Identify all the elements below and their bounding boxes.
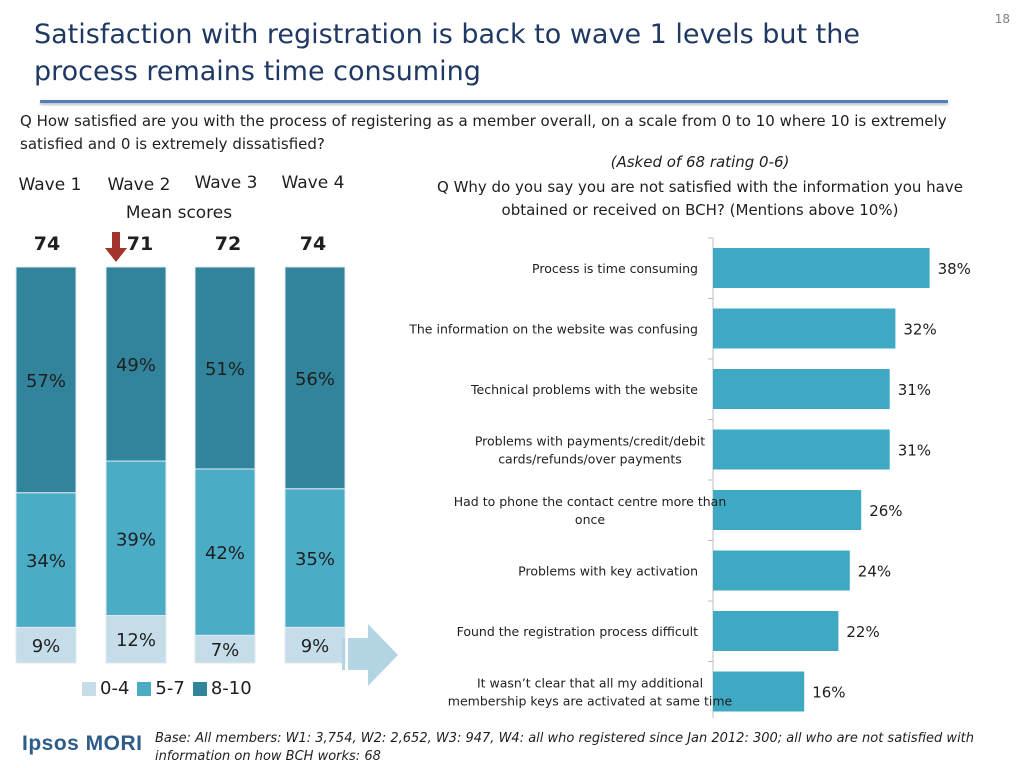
- reason-value-2: 32%: [903, 321, 936, 339]
- reason-value-4: 31%: [898, 442, 931, 460]
- stack-label-5-7-w2: 39%: [116, 529, 156, 550]
- mean-scores-label: Mean scores: [125, 203, 233, 223]
- legend: 0-4 5-7 8-10: [82, 678, 252, 699]
- stack-segment-5-7-w3: [194, 468, 256, 636]
- stack-segment-8-10-w3: [194, 266, 256, 470]
- mean-score-wave-3: 72: [214, 233, 242, 255]
- stack-segment-0-4-w3: [194, 634, 256, 664]
- legend-swatch-5-7: [137, 681, 152, 696]
- reason-label-2: The information on the website was confu…: [408, 322, 698, 337]
- stack-segment-5-7-w4: [284, 488, 346, 628]
- page-number: 18: [994, 12, 1010, 26]
- stack-segment-0-4-w2: [105, 614, 167, 664]
- right-arrow-icon: [342, 624, 398, 686]
- legend-label-0-4: 0-4: [100, 678, 130, 699]
- reason-bar-2: [713, 308, 896, 349]
- legend-swatch-0-4: [82, 681, 96, 696]
- wave-3-label: Wave 3: [194, 173, 258, 193]
- stack-label-0-4-w4: 9%: [301, 636, 330, 657]
- stack-label-0-4-w2: 12%: [116, 630, 156, 651]
- decrease-arrow-icon: [105, 232, 127, 262]
- mean-score-wave-4: 74: [299, 233, 327, 255]
- legend-item-0-4: 0-4: [82, 678, 129, 699]
- reason-bar-6: [713, 550, 850, 591]
- asked-note: (Asked of 68 rating 0-6): [610, 153, 790, 171]
- legend-swatch-8-10: [192, 681, 207, 696]
- stack-label-8-10-w2: 49%: [116, 355, 156, 376]
- stack-label-5-7-w3: 42%: [205, 543, 245, 564]
- reason-value-7: 22%: [846, 623, 879, 641]
- wave-2-label: Wave 2: [107, 175, 171, 195]
- reason-label-1: Process is time consuming: [532, 261, 698, 276]
- legend-label-8-10: 8-10: [210, 678, 252, 699]
- stack-segment-0-4-w1: [15, 626, 77, 664]
- stack-label-8-10-w4: 56%: [295, 369, 335, 390]
- wave-4-label: Wave 4: [281, 173, 345, 193]
- reason-bar-7: [713, 611, 839, 651]
- legend-item-5-7: 5-7: [137, 678, 185, 699]
- reason-value-5: 26%: [869, 502, 902, 520]
- stack-label-5-7-w4: 35%: [295, 549, 335, 570]
- stack-segment-5-7-w2: [105, 460, 167, 616]
- reason-value-1: 38%: [938, 260, 971, 278]
- reason-label-8: It wasn’t clear that all my additional me…: [448, 676, 733, 709]
- question-sub: Q Why do you say you are not satisfied w…: [437, 178, 963, 219]
- reason-value-3: 31%: [898, 381, 931, 399]
- reason-value-6: 24%: [858, 563, 891, 581]
- reason-label-6: Problems with key activation: [518, 564, 698, 579]
- stack-segment-8-10-w1: [15, 266, 77, 494]
- ipsos-mori-logo: Ipsos MORI: [22, 732, 143, 755]
- legend-item-8-10: 8-10: [192, 678, 252, 699]
- reasons-bar-chart: 38% Process is time consuming 32% The infor…: [408, 237, 971, 718]
- stack-label-0-4-w3: 7%: [211, 640, 240, 661]
- reason-bar-4: [713, 429, 890, 470]
- stack-label-8-10-w3: 51%: [205, 359, 245, 380]
- stack-label-0-4-w1: 9%: [32, 636, 61, 657]
- mean-score-wave-1: 74: [33, 233, 61, 255]
- stack-label-5-7-w1: 34%: [26, 551, 66, 572]
- wave-1-label: Wave 1: [18, 175, 82, 195]
- stack-segment-8-10-w4: [284, 266, 346, 490]
- reason-bar-8: [713, 671, 805, 712]
- mean-score-wave-2: 71: [126, 233, 154, 255]
- reason-label-4: Problems with payments/credit/debit cards…: [475, 434, 705, 467]
- reason-bar-3: [713, 369, 890, 409]
- title-divider: [40, 100, 948, 103]
- question-main: Q How satisfied are you with the process…: [20, 112, 947, 153]
- stacked-bar-chart: 9% 34% 57% 12% 39% 49% 7% 42% 51% 9% 35% 56%: [15, 266, 346, 664]
- slide-title: Satisfaction with registration is back t…: [34, 19, 860, 87]
- stack-label-8-10-w1: 57%: [26, 371, 66, 392]
- reason-label-5: Had to phone the contact centre more tha…: [454, 494, 727, 527]
- legend-label-5-7: 5-7: [155, 678, 185, 699]
- base-note: Base: All members: W1: 3,754, W2: 2,652,…: [155, 731, 975, 764]
- reason-bar-5: [713, 490, 862, 530]
- reason-label-7: Found the registration process difficult: [457, 624, 698, 639]
- reason-label-3: Technical problems with the website: [470, 382, 698, 397]
- reason-value-8: 16%: [812, 684, 845, 702]
- stack-segment-8-10-w2: [105, 266, 167, 462]
- reason-bar-1: [713, 248, 930, 288]
